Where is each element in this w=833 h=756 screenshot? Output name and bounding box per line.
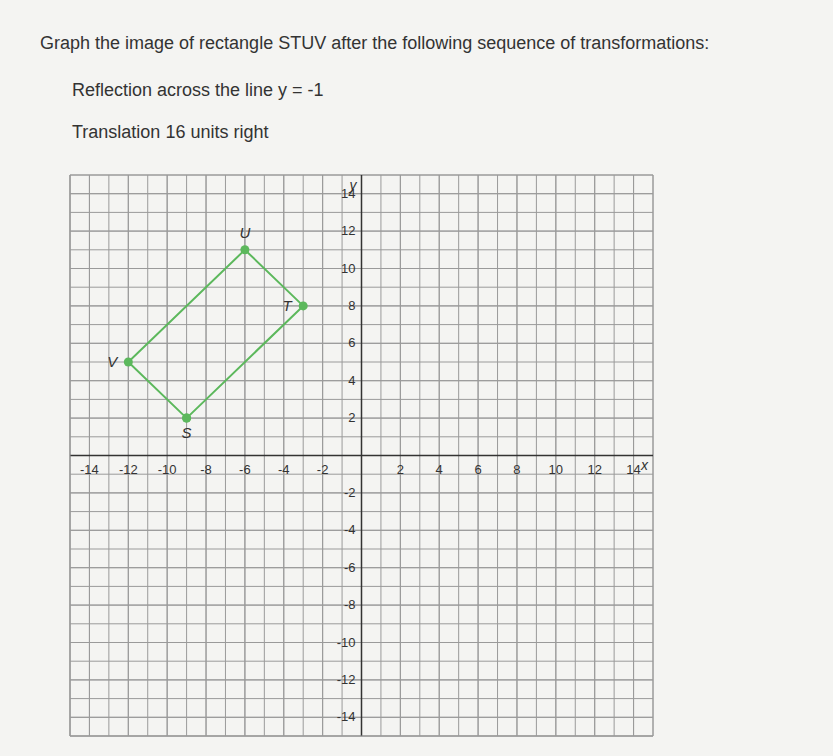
svg-text:-12: -12 (119, 462, 138, 477)
svg-text:T: T (283, 297, 294, 314)
svg-text:6: 6 (348, 335, 355, 350)
svg-text:-10: -10 (158, 462, 177, 477)
svg-text:6: 6 (474, 462, 481, 477)
html-text:Translation 16 units right: Translation 16 units right (72, 122, 269, 142)
svg-text:10: 10 (341, 261, 355, 276)
svg-text:-6: -6 (239, 462, 251, 477)
svg-text:-8: -8 (344, 597, 356, 612)
svg-text:14: 14 (341, 185, 356, 201)
svg-text:-2: -2 (317, 462, 329, 477)
svg-text:-14: -14 (337, 709, 356, 724)
svg-text:-4: -4 (278, 462, 290, 477)
svg-text:-8: -8 (200, 462, 212, 477)
svg-text:4: 4 (348, 373, 355, 388)
svg-text:-14: -14 (80, 462, 99, 477)
svg-text:2: 2 (397, 462, 404, 477)
svg-text:-12: -12 (337, 672, 356, 687)
svg-text:4: 4 (436, 462, 443, 477)
svg-text:-10: -10 (337, 635, 356, 650)
svg-text:-4: -4 (344, 522, 356, 537)
svg-text:10: 10 (549, 462, 563, 477)
html-text:Reflection across the line y =: Reflection across the line y = -1 (72, 80, 324, 100)
svg-text:12: 12 (341, 223, 355, 238)
svg-text:-2: -2 (344, 485, 356, 500)
svg-text:8: 8 (513, 462, 520, 477)
svg-text:8: 8 (348, 298, 355, 313)
svg-text:S: S (182, 424, 192, 441)
svg-text:y: y (349, 177, 358, 193)
svg-text:-6: -6 (344, 560, 356, 575)
svg-text:x: x (640, 457, 649, 473)
svg-text:12: 12 (587, 462, 601, 477)
svg-text:14: 14 (626, 462, 640, 477)
svg-text:V: V (107, 353, 119, 370)
svg-text:U: U (239, 224, 250, 241)
html-text:Graph the image of rectangle S: Graph the image of rectangle STUV after … (40, 33, 710, 53)
svg-text:2: 2 (348, 410, 355, 425)
